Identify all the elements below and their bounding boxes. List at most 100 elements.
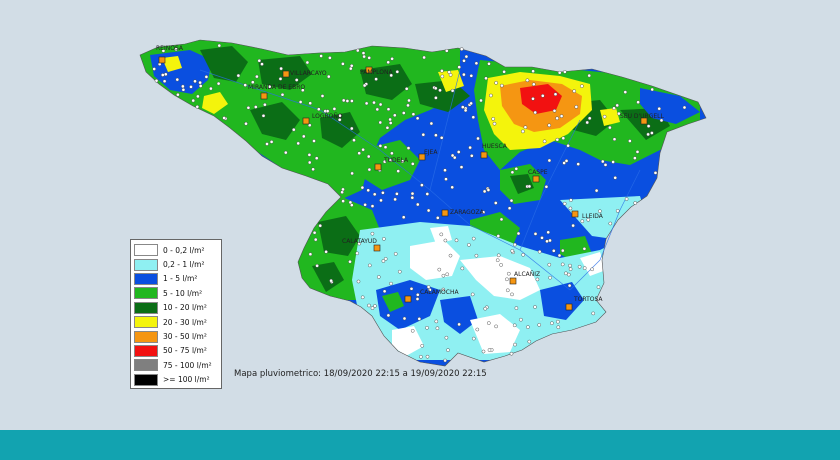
station-dot: [314, 156, 319, 160]
station-dot: [279, 66, 283, 71]
city-pamplona[interactable]: PAMPLONA: [360, 66, 393, 76]
station-dot: [513, 242, 517, 247]
legend-row: 0 - 0,2 l/m²: [134, 243, 218, 257]
station-dot: [537, 249, 542, 254]
station-dot: [378, 102, 383, 107]
station-dot: [216, 81, 221, 86]
city-tudela[interactable]: TUDELA: [374, 157, 409, 171]
station-dot: [460, 105, 465, 109]
station-dot: [443, 168, 447, 172]
station-dot: [360, 185, 365, 190]
station-dot: [367, 263, 372, 268]
station-dot: [390, 151, 394, 156]
station-dot: [267, 84, 272, 89]
station-dot: [348, 200, 353, 205]
station-dot: [376, 275, 381, 279]
station-dot: [364, 101, 369, 106]
city-tortosa[interactable]: TORTOSA: [565, 296, 603, 311]
station-dot: [475, 327, 480, 332]
station-dot: [646, 132, 650, 137]
station-dot: [312, 139, 316, 143]
station-dot: [553, 92, 558, 96]
station-dot: [341, 62, 345, 66]
station-dot: [410, 195, 415, 200]
station-dot: [577, 264, 582, 269]
station-dot: [527, 339, 532, 344]
station-dot: [393, 197, 397, 202]
station-dot: [379, 198, 383, 203]
station-dot: [388, 117, 392, 122]
station-dot: [263, 102, 267, 107]
map-caption: Mapa pluviometrico: 18/09/2020 22:15 a 1…: [234, 369, 487, 379]
station-dot: [591, 311, 596, 316]
station-dot: [487, 62, 491, 66]
station-dot: [435, 326, 440, 331]
city-calatayud[interactable]: CALATAYUD: [342, 238, 381, 252]
station-dot: [585, 120, 590, 125]
station-dot: [337, 118, 342, 122]
station-dot: [313, 237, 318, 242]
station-dot: [307, 153, 312, 157]
city-reinosa[interactable]: REINOSA: [156, 45, 184, 64]
station-dot: [483, 306, 488, 311]
city-zaragoza[interactable]: ZARAGOZA: [441, 209, 485, 217]
city-label-villarcayo: VILLARCAYO: [290, 70, 327, 77]
station-dot: [567, 272, 571, 277]
station-dot: [633, 201, 638, 205]
station-dot: [349, 126, 354, 131]
legend-swatch: [134, 244, 158, 257]
station-dot: [253, 105, 258, 109]
city-label-seu: SEU D'URGELL: [620, 113, 665, 120]
legend-row: 50 - 75 l/m²: [134, 344, 218, 358]
station-dot: [514, 306, 519, 310]
station-dot: [541, 94, 545, 98]
station-dot: [402, 316, 407, 321]
city-villarcayo[interactable]: VILLARCAYO: [282, 70, 327, 78]
city-label-zaragoza: ZARAGOZA: [450, 209, 485, 216]
station-dot: [356, 279, 361, 284]
station-dot: [443, 358, 447, 363]
city-huesca[interactable]: HUESCA: [480, 143, 508, 159]
city-caspe[interactable]: CASPE: [528, 169, 548, 183]
station-dot: [580, 219, 585, 223]
station-dot: [492, 121, 497, 126]
station-dot: [255, 74, 259, 79]
station-dot: [482, 189, 487, 194]
city-label-caspe: CASPE: [528, 169, 548, 176]
city-label-ejea: EJEA: [424, 149, 438, 156]
station-dot: [590, 267, 594, 272]
station-dot: [462, 59, 466, 63]
station-dot: [409, 286, 414, 291]
station-dot: [360, 295, 365, 300]
station-dot: [594, 188, 599, 193]
legend-swatch: [134, 258, 158, 271]
station-dot: [341, 199, 345, 203]
station-dot: [560, 262, 565, 267]
station-dot: [326, 74, 331, 79]
city-logrono[interactable]: LOGROÑO: [302, 113, 343, 125]
station-dot: [564, 159, 569, 163]
city-miranda[interactable]: MIRANDA DE EBRO: [248, 84, 305, 100]
station-dot: [426, 208, 431, 213]
station-dot: [332, 107, 337, 111]
station-dot: [198, 80, 202, 85]
station-dot: [378, 120, 383, 125]
city-alcaniz[interactable]: ALCAÑIZ: [509, 271, 540, 285]
station-dot: [531, 69, 535, 73]
station-dot: [601, 159, 605, 164]
station-dot: [422, 55, 426, 60]
city-calamocha[interactable]: CALAMOCHA: [404, 289, 459, 303]
station-dot: [567, 283, 572, 288]
station-dot: [499, 217, 504, 222]
station-dot: [181, 88, 186, 92]
station-dot: [457, 65, 462, 69]
city-lleida[interactable]: LLEIDA: [571, 210, 604, 220]
station-dot: [568, 263, 572, 268]
station-dot: [374, 77, 378, 81]
city-seu[interactable]: SEU D'URGELL: [620, 113, 665, 125]
station-dot: [559, 114, 564, 118]
station-dot: [154, 78, 159, 83]
city-ejea[interactable]: EJEA: [418, 149, 438, 161]
station-dot: [612, 106, 616, 110]
station-dot: [193, 79, 197, 84]
